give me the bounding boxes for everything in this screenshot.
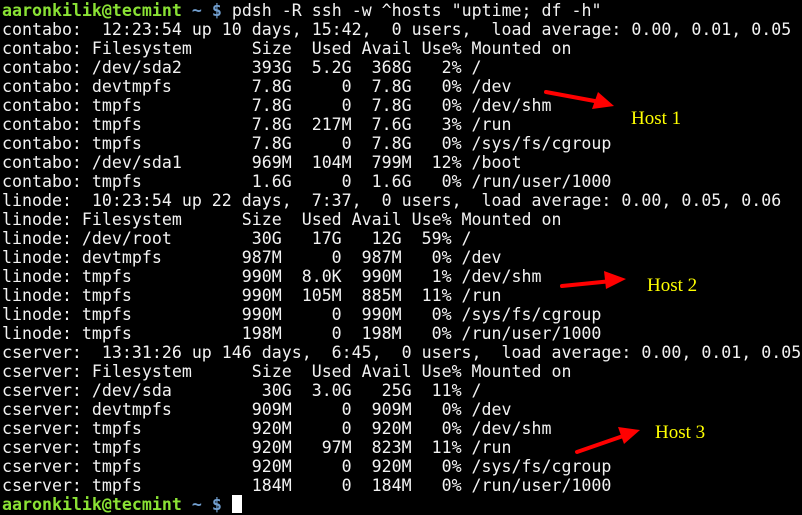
output-line: contabo: tmpfs 7.8G 0 7.8G 0% /sys/fs/cg… (2, 134, 612, 153)
arrow-host2 (560, 271, 626, 289)
command-line: aaronkilik@tecmint ~ $ pdsh -R ssh -w ^h… (2, 1, 801, 20)
output-line: linode: Filesystem Size Used Avail Use% … (2, 210, 562, 229)
host3-label: Host 3 (655, 422, 706, 443)
host2-label: Host 2 (647, 275, 698, 296)
command-text: pdsh -R ssh -w ^hosts "uptime; df -h" (231, 1, 602, 20)
output-line: linode: tmpfs 198M 0 198M 0% /run/user/1… (2, 324, 602, 343)
output-line: cserver: Filesystem Size Used Avail Use%… (2, 362, 572, 381)
prompt-symbol: $ (211, 495, 222, 514)
prompt-user-host: aaronkilik@tecmint (2, 1, 182, 20)
output-line: contabo: tmpfs 7.8G 217M 7.6G 3% /run (2, 115, 512, 134)
output-line: cserver: tmpfs 920M 0 920M 0% /sys/fs/cg… (2, 457, 612, 476)
output-line: linode: tmpfs 990M 8.0K 990M 1% /dev/shm (2, 267, 542, 286)
text-cursor (231, 495, 242, 513)
output-line: contabo: tmpfs 1.6G 0 1.6G 0% /run/user/… (2, 172, 612, 191)
prompt-user-host: aaronkilik@tecmint (2, 495, 182, 514)
output-line: linode: devtmpfs 987M 0 987M 0% /dev (2, 248, 502, 267)
arrow-host3 (575, 427, 640, 454)
output-line: cserver: devtmpfs 909M 0 909M 0% /dev (2, 400, 512, 419)
output-line: cserver: tmpfs 184M 0 184M 0% /run/user/… (2, 476, 612, 495)
output-line: linode: /dev/root 30G 17G 12G 59% / (2, 229, 472, 248)
output-line: contabo: devtmpfs 7.8G 0 7.8G 0% /dev (2, 77, 512, 96)
prompt-symbol: $ (211, 1, 222, 20)
output-line: cserver: tmpfs 920M 0 920M 0% /dev/shm (2, 419, 552, 438)
arrow-host1 (544, 90, 614, 109)
command-output: contabo: 12:23:54 up 10 days, 15:42, 0 u… (2, 20, 801, 495)
output-line: cserver: 13:31:26 up 146 days, 6:45, 0 u… (2, 343, 802, 362)
output-line: contabo: tmpfs 7.8G 0 7.8G 0% /dev/shm (2, 96, 552, 115)
output-line: linode: tmpfs 990M 0 990M 0% /sys/fs/cgr… (2, 305, 602, 324)
output-line: contabo: /dev/sda1 969M 104M 799M 12% /b… (2, 153, 522, 172)
output-line: cserver: /dev/sda 30G 3.0G 25G 11% / (2, 381, 482, 400)
output-line: linode: 10:23:54 up 22 days, 7:37, 0 use… (2, 191, 782, 210)
prompt-path: ~ (191, 495, 202, 514)
host1-label: Host 1 (631, 108, 682, 129)
output-line: linode: tmpfs 990M 105M 885M 11% /run (2, 286, 502, 305)
prompt-path: ~ (191, 1, 202, 20)
output-line: contabo: 12:23:54 up 10 days, 15:42, 0 u… (2, 20, 792, 39)
active-prompt-line[interactable]: aaronkilik@tecmint ~ $ (2, 495, 801, 514)
output-line: contabo: Filesystem Size Used Avail Use%… (2, 39, 572, 58)
output-line: contabo: /dev/sda2 393G 5.2G 368G 2% / (2, 58, 482, 77)
output-line: cserver: tmpfs 920M 97M 823M 11% /run (2, 438, 512, 457)
